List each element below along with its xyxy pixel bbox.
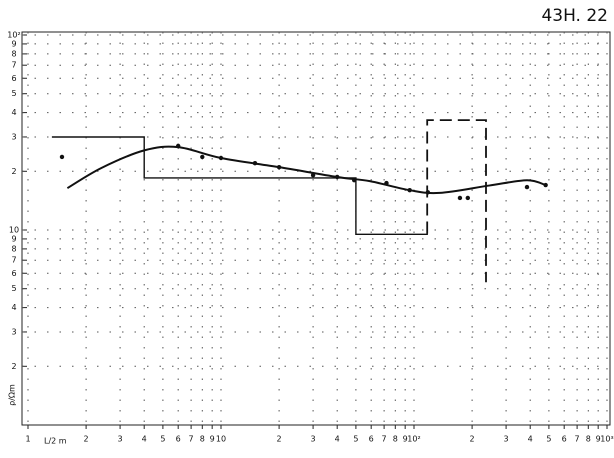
x-tick-label: 7 [382, 435, 387, 444]
y-tick-label: 3 [11, 132, 16, 141]
data-point [200, 154, 205, 160]
y-tick-label: 10² [7, 31, 20, 40]
x-tick-label: 1 [25, 435, 30, 444]
data-point [524, 184, 530, 190]
x-tick-label: 3 [311, 435, 316, 444]
x-tick-label: 8 [586, 435, 591, 444]
x-tick-label: 9 [403, 435, 408, 444]
x-tick-label: 5 [160, 435, 165, 444]
x-tick-label: 2 [84, 435, 89, 444]
plot-frame [21, 31, 611, 426]
x-tick-label: 5 [546, 435, 551, 444]
y-tick-label: 7 [11, 61, 16, 70]
x-tick-label: 7 [575, 435, 580, 444]
x-tick-label: 7 [189, 435, 194, 444]
layer-model [51, 136, 428, 235]
y-tick-label: 6 [11, 269, 16, 278]
y-tick-label: 2 [11, 167, 16, 176]
y-tick-label: 8 [11, 244, 16, 253]
x-tick-label: 4 [142, 435, 147, 444]
x-tick-label: 8 [393, 435, 398, 444]
y-tick-label: 4 [11, 303, 16, 312]
x-tick-label: 9 [210, 435, 215, 444]
chart-title: 43H. 22 [541, 6, 608, 26]
y-tick-label: 5 [11, 89, 16, 98]
y-tick-label: 6 [11, 74, 16, 83]
y-axis-label: ρ/Ωm [8, 384, 17, 406]
x-tick-label: 4 [528, 435, 533, 444]
x-tick-label: 8 [200, 435, 205, 444]
y-tick-label: 5 [11, 284, 16, 293]
data-point [465, 195, 470, 201]
x-tick-label: 6 [176, 435, 181, 444]
x-tick-label: 4 [335, 435, 340, 444]
x-tick-label: 10³ [600, 435, 613, 444]
data-point [457, 195, 463, 201]
x-tick-label: 6 [369, 435, 374, 444]
x-tick-label: 10 [216, 435, 226, 444]
y-tick-label: 3 [11, 327, 16, 336]
x-tick-label: 10² [407, 435, 420, 444]
x-tick-label: 2 [470, 435, 475, 444]
x-tick-label: 9 [596, 435, 601, 444]
x-tick-label: 3 [118, 435, 123, 444]
y-tick-label: 9 [11, 39, 16, 48]
x-tick-label: 5 [353, 435, 358, 444]
x-tick-label: 3 [504, 435, 509, 444]
fitted-curve [66, 145, 546, 195]
y-tick-label: 4 [11, 108, 16, 117]
x-tick-label: 2 [277, 435, 282, 444]
y-tick-label: 2 [11, 362, 16, 371]
dashed-model [426, 119, 487, 283]
x-tick-label: 6 [562, 435, 567, 444]
x-axis-label: L/2 m [44, 437, 67, 446]
y-tick-label: 7 [11, 256, 16, 265]
data-point [59, 154, 65, 160]
y-tick-label: 9 [11, 234, 16, 243]
y-tick-label: 10 [9, 226, 19, 235]
y-tick-label: 8 [11, 49, 16, 58]
